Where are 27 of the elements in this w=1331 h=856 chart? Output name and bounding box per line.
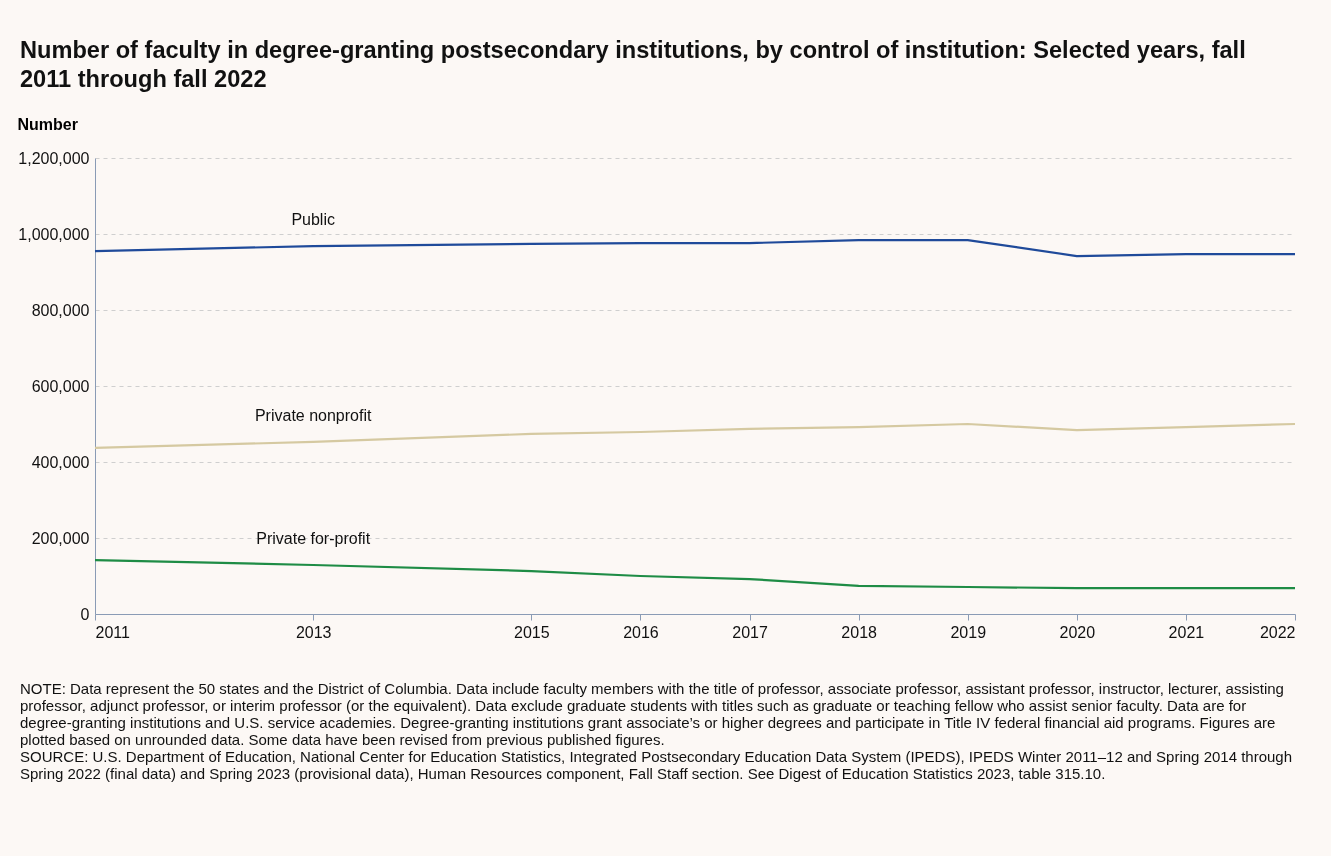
x-tick-label: 2022 [1259,623,1296,641]
series-label: Private nonprofit [254,406,372,424]
x-tick-label: 2020 [1059,623,1096,641]
line-series [93,558,1297,590]
line-series [93,422,1297,450]
x-tick-label: 2021 [1168,623,1205,641]
x-tick-label: 2015 [514,623,550,641]
y-axis-title: Number [17,115,78,133]
x-tick-label: 2019 [950,623,987,641]
x-tick-label: 2013 [295,623,332,641]
series-label: Public [291,211,335,229]
x-tick-label: 2018 [841,623,878,641]
line-series [93,238,1297,258]
y-tick-label: 200,000 [31,529,90,547]
text: NOTE: Data represent the 50 states and the District of Columbia. Data include faculty members with the title of professor, associate professor, assistant professor, instructor, lecturer, assisting professor, adjunct professor, or interim professor (or the equivalent). Data exclude graduate students with titles such as graduate or teaching fellow who assist senior faculty. Data are for degree-granting institutions and U.S. service academies. Degree-granting institutions grant associate’s or higher degrees and participate in Title IV federal financial aid programs. Figures are plotted based on unrounded data. Some data have been revised from previous published figures. [20,680,1285,748]
source-note: SOURCE: U.S. Department of Education, National Center for Education Statistics, Integrated Postsecondary Education Data System (IPEDS), IPEDS Winter 2011–12 and Spring 2014 through Spring 2022 (final data) and Spring 2023 (provisional data), Human Resources component, Fall Staff section. See Digest of Education Statistics 2023, table 315.10. [20,748,1294,782]
x-tick-label: 2011 [95,623,131,641]
y-tick-label: 1,000,000 [18,225,90,243]
y-tick-label: 600,000 [31,377,90,395]
series-label: Private for-profit [256,529,371,547]
y-tick-label: 800,000 [31,301,90,319]
x-tick-label: 2017 [732,623,768,641]
chart-title: Number of faculty in degree-granting postsecondary institutions, by control of institution: Selected years, fall 2011 through fall 2022 [20,36,1247,94]
y-tick-label: 1,200,000 [18,149,90,167]
x-tick-label: 2016 [623,623,659,641]
y-tick-label: 400,000 [31,453,90,471]
y-tick-label: 0 [80,605,90,623]
